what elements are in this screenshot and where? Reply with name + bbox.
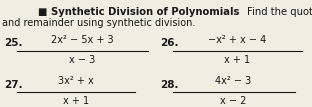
Text: 3x² + x: 3x² + x bbox=[58, 76, 94, 86]
Text: 26.: 26. bbox=[160, 38, 178, 48]
Text: 28.: 28. bbox=[160, 80, 178, 90]
Text: x + 1: x + 1 bbox=[63, 96, 89, 106]
Text: x − 2: x − 2 bbox=[220, 96, 246, 106]
Text: ■ Synthetic Division of Polynomials: ■ Synthetic Division of Polynomials bbox=[38, 7, 239, 17]
Text: 27.: 27. bbox=[4, 80, 23, 90]
Text: x − 3: x − 3 bbox=[69, 55, 95, 65]
Text: and remainder using synthetic division.: and remainder using synthetic division. bbox=[2, 18, 195, 28]
Text: 2x² − 5x + 3: 2x² − 5x + 3 bbox=[51, 35, 113, 45]
Text: 4x² − 3: 4x² − 3 bbox=[215, 76, 251, 86]
Text: Find the quotient: Find the quotient bbox=[247, 7, 312, 17]
Text: −x² + x − 4: −x² + x − 4 bbox=[208, 35, 266, 45]
Text: 25.: 25. bbox=[4, 38, 22, 48]
Text: x + 1: x + 1 bbox=[224, 55, 250, 65]
